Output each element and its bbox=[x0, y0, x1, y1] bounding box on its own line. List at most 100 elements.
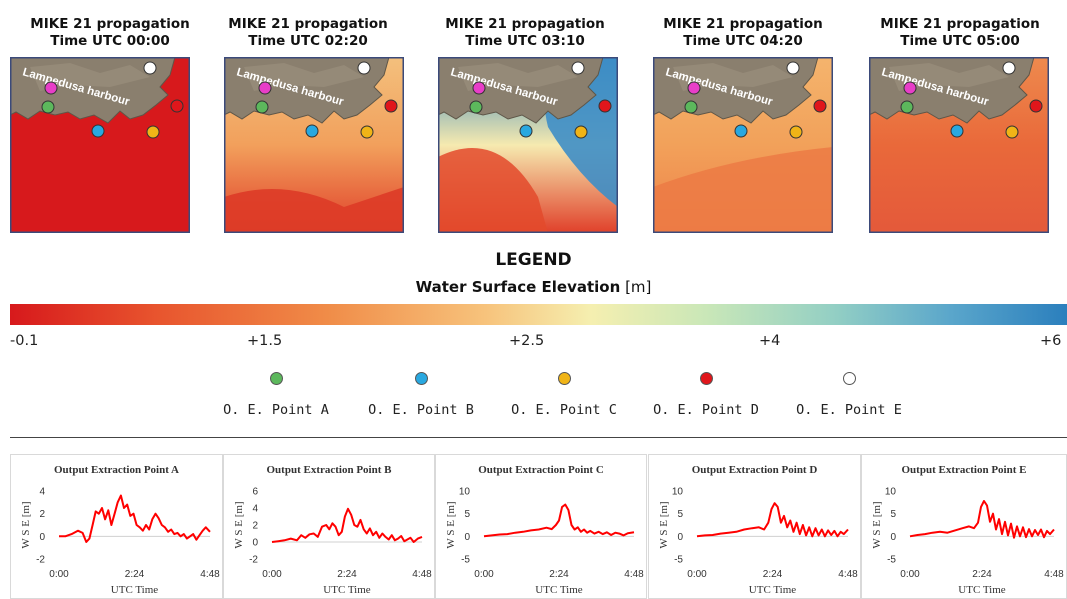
point-d-label: O. E. Point D bbox=[653, 402, 759, 418]
observation-point-c bbox=[574, 125, 588, 139]
propagation-map: Lampedusa harbour bbox=[224, 57, 404, 233]
x-tick-label: 2:24 bbox=[549, 569, 569, 580]
y-tick-label: 0 bbox=[677, 532, 683, 543]
x-axis-label: UTC Time bbox=[535, 584, 582, 596]
y-tick-label: 10 bbox=[672, 487, 684, 498]
series-line bbox=[483, 503, 635, 538]
observation-point-c bbox=[360, 125, 374, 139]
chart-panel: Output Extraction Point E -5 0 5 10 0:00 2:24 4… bbox=[861, 454, 1067, 599]
observation-point-a bbox=[41, 100, 55, 114]
observation-point-c bbox=[789, 125, 803, 139]
panel-title-line2: Time UTC 02:20 bbox=[248, 33, 368, 49]
y-tick-label: 0 bbox=[464, 532, 470, 543]
propagation-map: Lampedusa harbour bbox=[10, 57, 190, 233]
chart-title: Output Extraction Point C bbox=[478, 464, 604, 476]
x-tick-label: 4:48 bbox=[624, 569, 644, 580]
chart-panel: Output Extraction Point C -5 0 5 10 0:00 2:24 4… bbox=[435, 454, 647, 599]
point-c-marker bbox=[558, 372, 571, 385]
y-tick-label: 5 bbox=[677, 509, 683, 520]
x-tick-label: 0:00 bbox=[262, 569, 282, 580]
legend-subtitle-bold: Water Surface Elevation bbox=[415, 278, 621, 296]
observation-point-c bbox=[1005, 125, 1019, 139]
colorbar-tick: +6 bbox=[1040, 333, 1062, 349]
harbour-marker bbox=[44, 81, 58, 95]
legend-subtitle: Water Surface Elevation [m] bbox=[0, 278, 1067, 296]
y-axis-label: W S E [m] bbox=[445, 501, 457, 548]
y-axis-label: W S E [m] bbox=[658, 501, 670, 548]
observation-point-b bbox=[950, 124, 964, 138]
crest-zone bbox=[653, 147, 833, 233]
land-texture bbox=[889, 63, 1009, 91]
panel-title: MIKE 21 propagation Time UTC 03:10 bbox=[420, 16, 630, 50]
panel-title-line1: MIKE 21 propagation bbox=[30, 16, 190, 32]
x-tick-label: 2:24 bbox=[337, 569, 357, 580]
x-tick-label: 4:48 bbox=[412, 569, 432, 580]
panel-title-line1: MIKE 21 propagation bbox=[228, 16, 388, 32]
colorbar-tick: +2.5 bbox=[509, 333, 545, 349]
observation-point-d bbox=[1029, 99, 1043, 113]
trough-zone bbox=[438, 148, 548, 233]
observation-point-d bbox=[384, 99, 398, 113]
land-texture bbox=[30, 63, 150, 91]
panel-title: MIKE 21 propagation Time UTC 04:20 bbox=[638, 16, 848, 50]
observation-point-a bbox=[684, 100, 698, 114]
x-tick-label: 0:00 bbox=[900, 569, 920, 580]
x-tick-label: 4:48 bbox=[1044, 569, 1064, 580]
panel-title-line2: Time UTC 05:00 bbox=[900, 33, 1020, 49]
observation-point-a bbox=[469, 100, 483, 114]
colorbar-tick: +4 bbox=[759, 333, 781, 349]
series-line bbox=[59, 494, 211, 543]
point-d-marker bbox=[700, 372, 713, 385]
y-axis-label: W S E [m] bbox=[233, 501, 245, 548]
propagation-map: Lampedusa harbour bbox=[869, 57, 1049, 233]
map-frame bbox=[10, 57, 190, 233]
observation-point-a bbox=[255, 100, 269, 114]
x-tick-label: 4:48 bbox=[200, 569, 220, 580]
chart-panel: Output Extraction Point A -2 0 2 4 0:00 2:24 4:… bbox=[10, 454, 223, 599]
chart-title: Output Extraction Point D bbox=[692, 464, 818, 476]
panel-title: MIKE 21 propagation Time UTC 02:20 bbox=[203, 16, 413, 50]
y-axis-label: W S E [m] bbox=[871, 501, 883, 548]
propagation-map: Lampedusa harbour bbox=[653, 57, 833, 233]
observation-point-d bbox=[170, 99, 184, 113]
harbour-marker bbox=[903, 81, 917, 95]
y-tick-label: 2 bbox=[252, 521, 258, 532]
point-e-marker bbox=[843, 372, 856, 385]
series-line bbox=[909, 500, 1055, 539]
x-axis-label: UTC Time bbox=[749, 584, 796, 596]
y-tick-label: -2 bbox=[249, 555, 258, 566]
colorbar-tick: -0.1 bbox=[10, 333, 39, 349]
chart-title: Output Extraction Point B bbox=[267, 464, 393, 476]
x-tick-label: 2:24 bbox=[763, 569, 783, 580]
point-a-marker bbox=[270, 372, 283, 385]
observation-point-a bbox=[900, 100, 914, 114]
x-tick-label: 2:24 bbox=[125, 569, 145, 580]
series-line bbox=[696, 502, 849, 538]
y-tick-label: 4 bbox=[252, 504, 258, 515]
y-tick-label: -5 bbox=[461, 555, 470, 566]
y-tick-label: 0 bbox=[252, 538, 258, 549]
colorbar-tick: +1.5 bbox=[247, 333, 283, 349]
x-axis-label: UTC Time bbox=[958, 584, 1005, 596]
point-e-label: O. E. Point E bbox=[796, 402, 902, 418]
x-axis-label: UTC Time bbox=[323, 584, 370, 596]
land-texture bbox=[244, 63, 364, 91]
observation-point-b bbox=[91, 124, 105, 138]
x-tick-label: 0:00 bbox=[687, 569, 707, 580]
harbour-marker bbox=[472, 81, 486, 95]
panel-title-line2: Time UTC 00:00 bbox=[50, 33, 170, 49]
panel-title-line1: MIKE 21 propagation bbox=[445, 16, 605, 32]
observation-point-b bbox=[734, 124, 748, 138]
y-tick-label: 5 bbox=[890, 509, 896, 520]
harbour-marker bbox=[687, 81, 701, 95]
land-texture bbox=[673, 63, 793, 91]
observation-point-b bbox=[519, 124, 533, 138]
legend-title: LEGEND bbox=[495, 250, 572, 270]
y-tick-label: -2 bbox=[36, 555, 45, 566]
colorbar bbox=[10, 304, 1067, 325]
chart-panel: Output Extraction Point B -2 0 2 4 6 0:00 2:24 4… bbox=[223, 454, 435, 599]
map-frame bbox=[224, 57, 404, 233]
panel-title-line2: Time UTC 04:20 bbox=[683, 33, 803, 49]
y-tick-label: 4 bbox=[39, 487, 45, 498]
y-tick-label: 0 bbox=[39, 532, 45, 543]
